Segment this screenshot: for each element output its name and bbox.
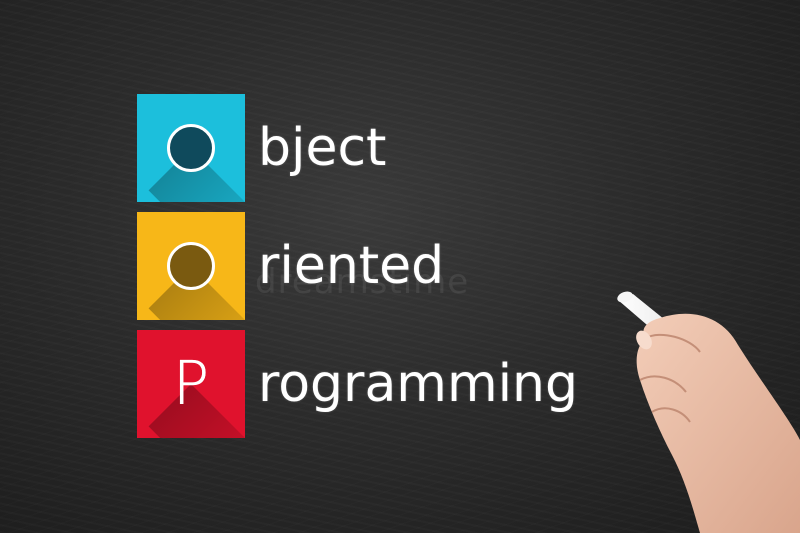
word-oriented-rest: riented [258,236,445,296]
letter-o-circle [167,124,215,172]
letter-tile-o-oriented [137,212,245,320]
letter-tile-p-programming: P [137,330,245,438]
watermark: dreamstime [255,262,470,302]
letter-p: P [172,349,210,419]
word-programming-rest: rogramming [258,354,579,414]
hand-icon [636,313,800,533]
word-object-rest: bject [258,118,387,178]
letter-o-circle [167,242,215,290]
letter-tile-o-object [137,94,245,202]
